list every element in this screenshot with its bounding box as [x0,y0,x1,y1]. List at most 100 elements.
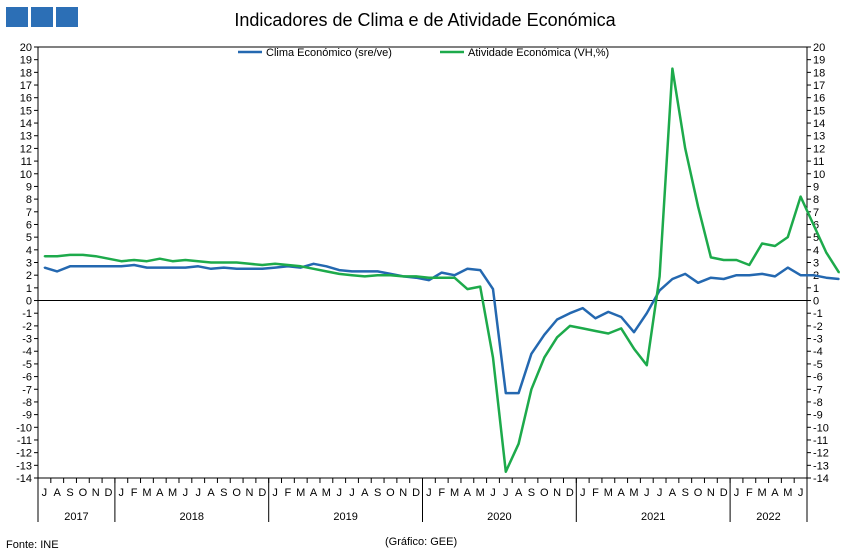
y-tick-label-left: 5 [26,232,32,244]
y-tick-label-right: -6 [813,372,823,384]
series-2-point [312,268,315,270]
y-tick-label-left: -4 [22,346,32,358]
x-tick-label: O [232,487,241,499]
series-1-point [82,265,84,268]
series-1-point [735,274,738,276]
series-2-point [786,236,789,238]
x-tick-label: J [734,487,740,499]
x-tick-label: J [490,487,496,499]
y-tick-label-left: 0 [26,296,32,308]
series-1-point [645,312,648,315]
y-tick-label-right: -7 [813,384,823,396]
x-tick-label: A [156,487,164,499]
series-1-point [594,317,597,320]
series-1-point [56,270,59,273]
series-2-point [133,259,135,261]
y-tick-label-left: 16 [20,93,32,105]
series-2-point [389,274,392,276]
series-1-point [684,273,687,275]
y-tick-label-left: -2 [22,321,32,333]
series-2-point [838,271,840,274]
series-1-point [517,392,520,394]
series-1-point [94,265,97,268]
series-2-point [645,364,648,366]
x-tick-label: A [515,487,523,499]
series-1-point [453,274,456,276]
series-2-point [530,388,533,391]
series-1-point [312,262,315,265]
series-2-point [479,285,481,288]
series-2-point [351,274,353,276]
year-label: 2022 [756,511,780,523]
series-1-point [569,312,571,315]
chart-series [43,67,841,473]
series-2-point [376,274,379,276]
series-2-point [248,262,251,265]
x-tick-label: M [758,487,767,499]
series-1-point [799,274,802,276]
series-1-point [812,274,815,276]
series-1-point [658,289,661,292]
y-tick-label-left: 8 [26,194,32,206]
y-tick-label-right: 8 [813,194,819,206]
series-2-point [607,332,610,335]
logo-square [31,7,53,27]
y-tick-label-right: -2 [813,321,823,333]
x-tick-label: A [617,487,625,499]
series-1-point [376,270,379,273]
y-tick-label-right: 12 [813,143,825,155]
x-tick-label: M [168,487,177,499]
series-1-point [543,333,546,336]
x-tick-label: J [426,487,432,499]
y-tick-label-left: 15 [20,105,32,117]
series-1-point [697,281,699,284]
y-tick-label-right: -10 [813,422,829,434]
x-tick-label: S [528,487,535,499]
x-tick-label: F [285,487,292,499]
y-tick-label-left: 19 [20,55,32,67]
series-1-point [223,266,225,269]
y-tick-label-right: -11 [813,435,828,447]
series-2-point [735,259,738,261]
y-tick-label-left: 10 [20,169,32,181]
series-2-point [210,261,212,264]
series-2-point [325,270,328,273]
y-tick-label-left: 6 [26,219,32,231]
series-2-point [594,330,597,332]
y-tick-label-right: 18 [813,67,825,79]
y-tick-label-left: -12 [16,448,32,460]
series-1-point [710,276,712,279]
y-tick-label-right: -14 [813,473,829,485]
x-tick-label: D [720,487,728,499]
x-tick-label: J [644,487,650,499]
y-tick-label-left: -3 [22,334,32,346]
series-1-point [748,274,751,276]
x-tick-label: A [669,487,677,499]
y-tick-label-left: -14 [16,473,32,485]
y-tick-label-left: 1 [26,283,32,295]
legend-label-1: Clima Económico (sre/ve) [266,47,392,59]
series-1-point [364,270,366,273]
series-2-point [402,275,405,278]
series-1-point [120,265,123,268]
y-tick-label-left: -8 [22,397,32,409]
x-tick-label: O [540,487,549,499]
y-tick-label-right: 4 [813,245,819,257]
y-tick-label-right: 16 [813,93,825,105]
series-2-point [697,205,699,208]
series-2-point [658,275,661,278]
x-tick-label: F [746,487,753,499]
series-2-point [774,245,776,247]
year-label: 2017 [64,511,88,523]
x-tick-label: M [450,487,459,499]
series-1-point [43,266,46,269]
year-label: 2019 [333,511,357,523]
y-tick-label-left: -9 [22,410,32,422]
year-label: 2020 [487,511,511,523]
series-1-point [325,265,328,268]
year-label: 2018 [180,511,204,523]
series-1-point [581,307,584,309]
series-1-point [479,269,481,271]
series-1-point [607,311,610,313]
